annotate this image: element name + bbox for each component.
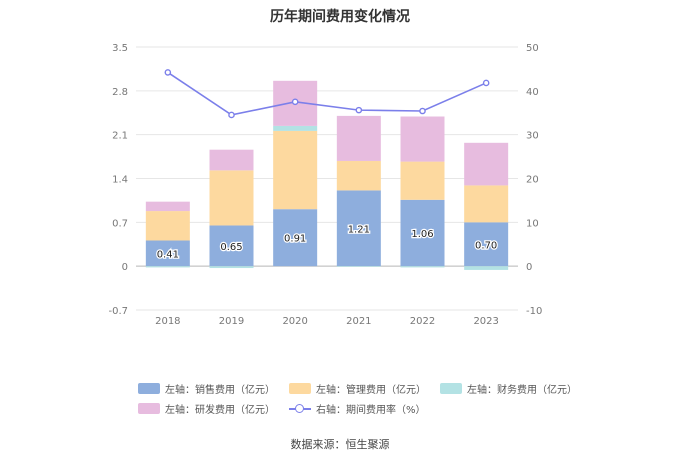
bar-segment xyxy=(145,201,190,212)
bar-segment xyxy=(145,240,190,267)
bar-segment xyxy=(400,161,445,200)
rate-point xyxy=(291,98,299,106)
source-note: 数据来源：恒生聚源 xyxy=(290,438,390,451)
right-tick-label: 10 xyxy=(526,218,539,229)
legend-item-sales[interactable]: 左轴：销售费用（亿元） xyxy=(138,381,275,396)
right-tick-label: 30 xyxy=(526,131,539,142)
bar-data-label: 0.41 xyxy=(157,249,179,260)
bar-segment xyxy=(273,125,318,131)
bar-segment xyxy=(400,266,445,268)
bar-segment xyxy=(209,266,254,269)
bar-segment xyxy=(464,266,509,270)
bar-segment xyxy=(273,130,318,210)
rate-point xyxy=(419,107,426,115)
rate-point xyxy=(355,106,363,114)
bar-data-label: 1.21 xyxy=(348,224,370,235)
bar-data-label: 0.65 xyxy=(220,242,242,253)
bar-segment xyxy=(145,266,190,268)
left-tick-label: 0.7 xyxy=(112,218,128,229)
legend-label-rate: 右轴：期间费用率（%） xyxy=(316,404,426,416)
legend-swatch-rate xyxy=(289,403,311,414)
bar-segment xyxy=(464,185,509,223)
left-tick-label: -0.7 xyxy=(108,306,128,317)
legend-item-finance[interactable]: 左轴：财务费用（亿元） xyxy=(440,381,577,396)
left-tick-label: 1.4 xyxy=(112,175,128,186)
x-tick-label: 2023 xyxy=(473,316,498,327)
right-tick-label: 50 xyxy=(526,43,539,54)
chart-title: 历年期间费用变化情况 xyxy=(270,9,410,25)
right-tick-label: 40 xyxy=(526,87,539,98)
legend-item-admin[interactable]: 左轴：管理费用（亿元） xyxy=(289,381,426,396)
right-tick-label: 20 xyxy=(526,175,539,186)
legend-swatch-admin xyxy=(289,382,311,394)
x-tick-label: 2020 xyxy=(282,316,307,327)
legend-label-admin: 左轴：管理费用（亿元） xyxy=(316,384,426,396)
left-tick-label: 2.1 xyxy=(112,131,128,142)
left-tick-label: 3.5 xyxy=(112,43,128,54)
x-tick-label: 2022 xyxy=(410,316,435,327)
legend-label-sales: 左轴：销售费用（亿元） xyxy=(165,384,275,396)
legend: 左轴：销售费用（亿元） 左轴：管理费用（亿元） 左轴：财务费用（亿元） 左轴：研… xyxy=(138,378,577,418)
legend-item-rnd[interactable]: 左轴：研发费用（亿元） xyxy=(138,401,275,416)
legend-swatch-rnd xyxy=(138,402,160,414)
bar-segment xyxy=(464,142,509,186)
legend-label-rnd: 左轴：研发费用（亿元） xyxy=(165,404,275,416)
bar-segment xyxy=(400,116,445,162)
rate-point xyxy=(228,111,235,119)
rate-point xyxy=(164,69,172,76)
bar-segment xyxy=(464,222,509,267)
right-tick-label: 0 xyxy=(526,262,532,273)
bar-data-label: 0.70 xyxy=(475,240,497,251)
legend-item-rate[interactable]: 右轴：期间费用率（%） xyxy=(289,401,426,416)
bar-segment xyxy=(209,149,254,171)
left-tick-label: 0 xyxy=(122,262,128,273)
x-tick-label: 2018 xyxy=(155,316,180,327)
bar-segment xyxy=(145,211,190,241)
left-tick-label: 2.8 xyxy=(112,87,128,98)
x-tick-label: 2019 xyxy=(219,316,244,327)
bar-segment xyxy=(209,170,254,226)
legend-row-1: 左轴：销售费用（亿元） 左轴：管理费用（亿元） 左轴：财务费用（亿元） xyxy=(138,378,577,398)
bar-segment xyxy=(273,209,318,267)
rate-line xyxy=(167,71,487,116)
bar-segment xyxy=(400,199,445,267)
bar-data-label: 0.91 xyxy=(284,234,306,245)
bar-segment xyxy=(336,115,381,161)
bar-data-label: 1.06 xyxy=(411,229,433,240)
bar-segment xyxy=(209,225,254,267)
bar-segment xyxy=(336,190,381,267)
bar-segment xyxy=(336,266,381,267)
legend-swatch-finance xyxy=(440,382,462,394)
legend-label-finance: 左轴：财务费用（亿元） xyxy=(467,384,577,396)
legend-swatch-sales xyxy=(138,382,160,394)
right-tick-label: -10 xyxy=(526,306,542,317)
legend-row-2: 左轴：研发费用（亿元） 右轴：期间费用率（%） xyxy=(138,398,558,418)
x-tick-label: 2021 xyxy=(346,316,371,327)
rate-point xyxy=(482,79,490,87)
bar-segment xyxy=(336,160,381,191)
